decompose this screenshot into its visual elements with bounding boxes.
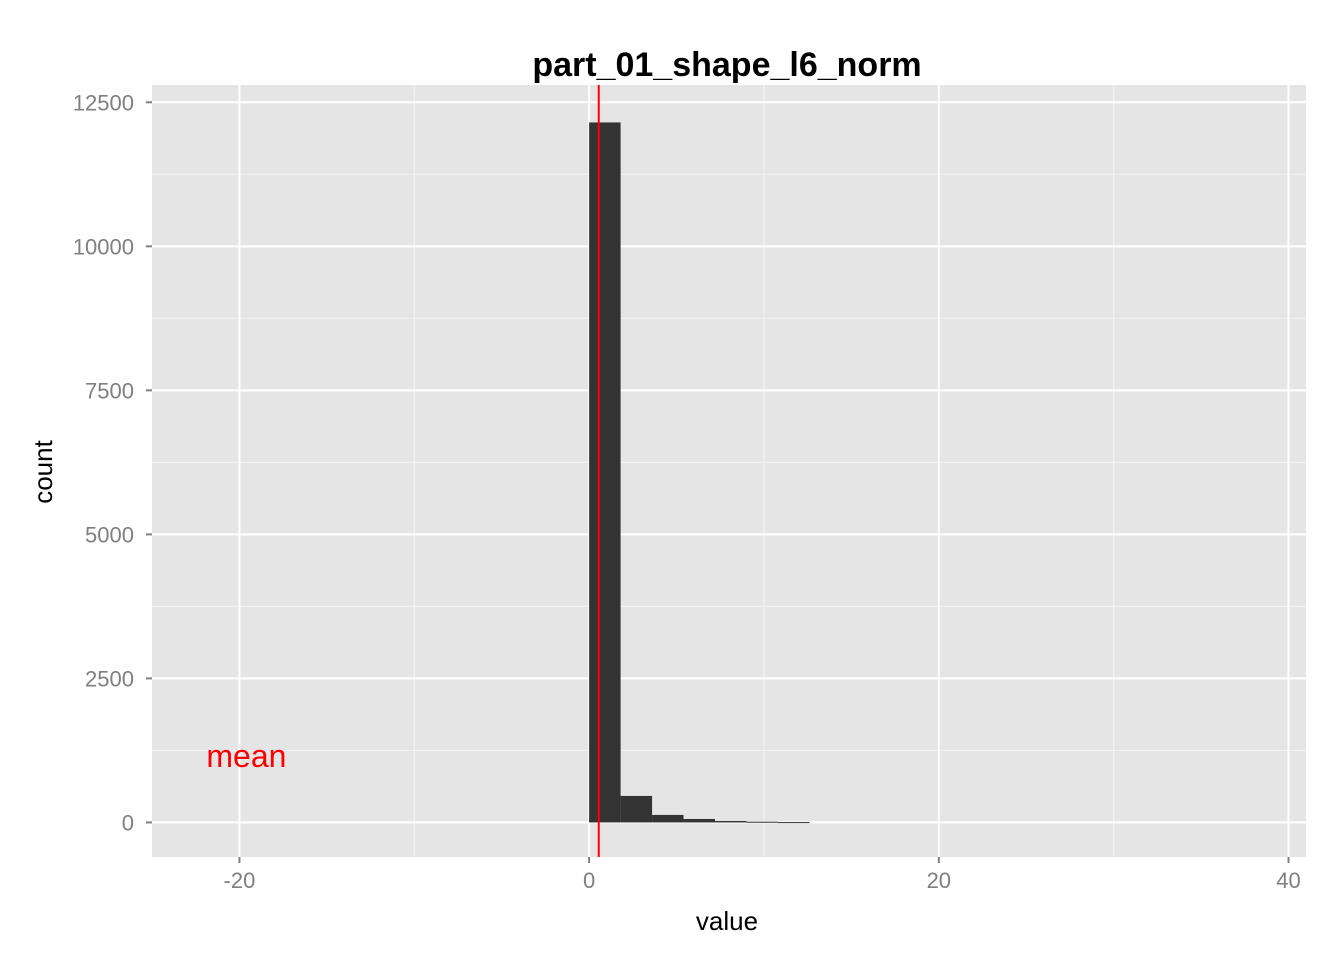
x-tick-label: 20 <box>927 868 951 893</box>
histogram-bar-3 <box>652 814 684 823</box>
chart-title: part_01_shape_l6_norm <box>532 46 921 84</box>
y-tick-label: 10000 <box>73 234 134 259</box>
x-axis: -20 0 20 40 <box>224 857 1301 893</box>
x-tick-label: 40 <box>1276 868 1300 893</box>
y-tick-label: 7500 <box>85 378 134 403</box>
histogram-bar-7 <box>777 822 810 824</box>
y-tick-label: 2500 <box>85 666 134 691</box>
y-axis-title: count <box>28 439 58 503</box>
grid-minor <box>152 85 1306 857</box>
x-tick-label: -20 <box>224 868 256 893</box>
histogram-bar-5 <box>715 820 747 823</box>
mean-annotation: mean <box>206 738 286 774</box>
histogram-bar-6 <box>746 821 778 823</box>
y-tick-label: 5000 <box>85 522 134 547</box>
y-axis: 0 2500 5000 7500 10000 12500 <box>73 90 152 835</box>
y-tick-label: 0 <box>122 810 134 835</box>
x-axis-title: value <box>696 906 758 936</box>
plot-panel <box>152 85 1306 857</box>
histogram-bar-4 <box>683 818 716 823</box>
histogram-bar-2 <box>620 795 653 823</box>
histogram-bars <box>589 122 810 824</box>
y-tick-label: 12500 <box>73 90 134 115</box>
histogram-bar-1 <box>589 122 621 823</box>
x-tick-label: 0 <box>583 868 595 893</box>
